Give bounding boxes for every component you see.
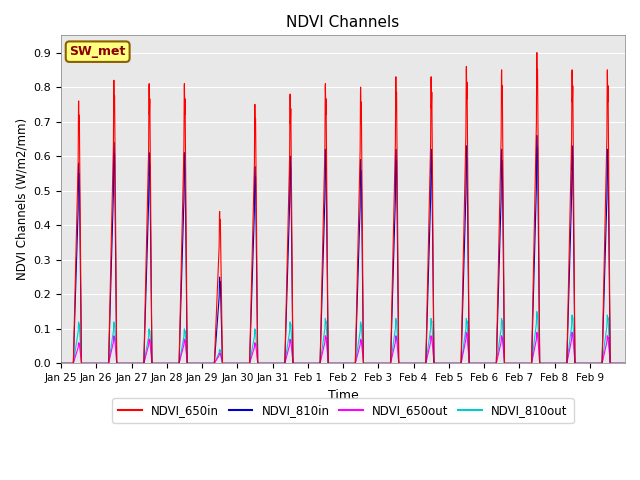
Title: NDVI Channels: NDVI Channels	[286, 15, 399, 30]
Text: SW_met: SW_met	[70, 45, 126, 58]
X-axis label: Time: Time	[328, 389, 358, 402]
Y-axis label: NDVI Channels (W/m2/mm): NDVI Channels (W/m2/mm)	[15, 118, 28, 280]
Legend: NDVI_650in, NDVI_810in, NDVI_650out, NDVI_810out: NDVI_650in, NDVI_810in, NDVI_650out, NDV…	[113, 398, 573, 423]
